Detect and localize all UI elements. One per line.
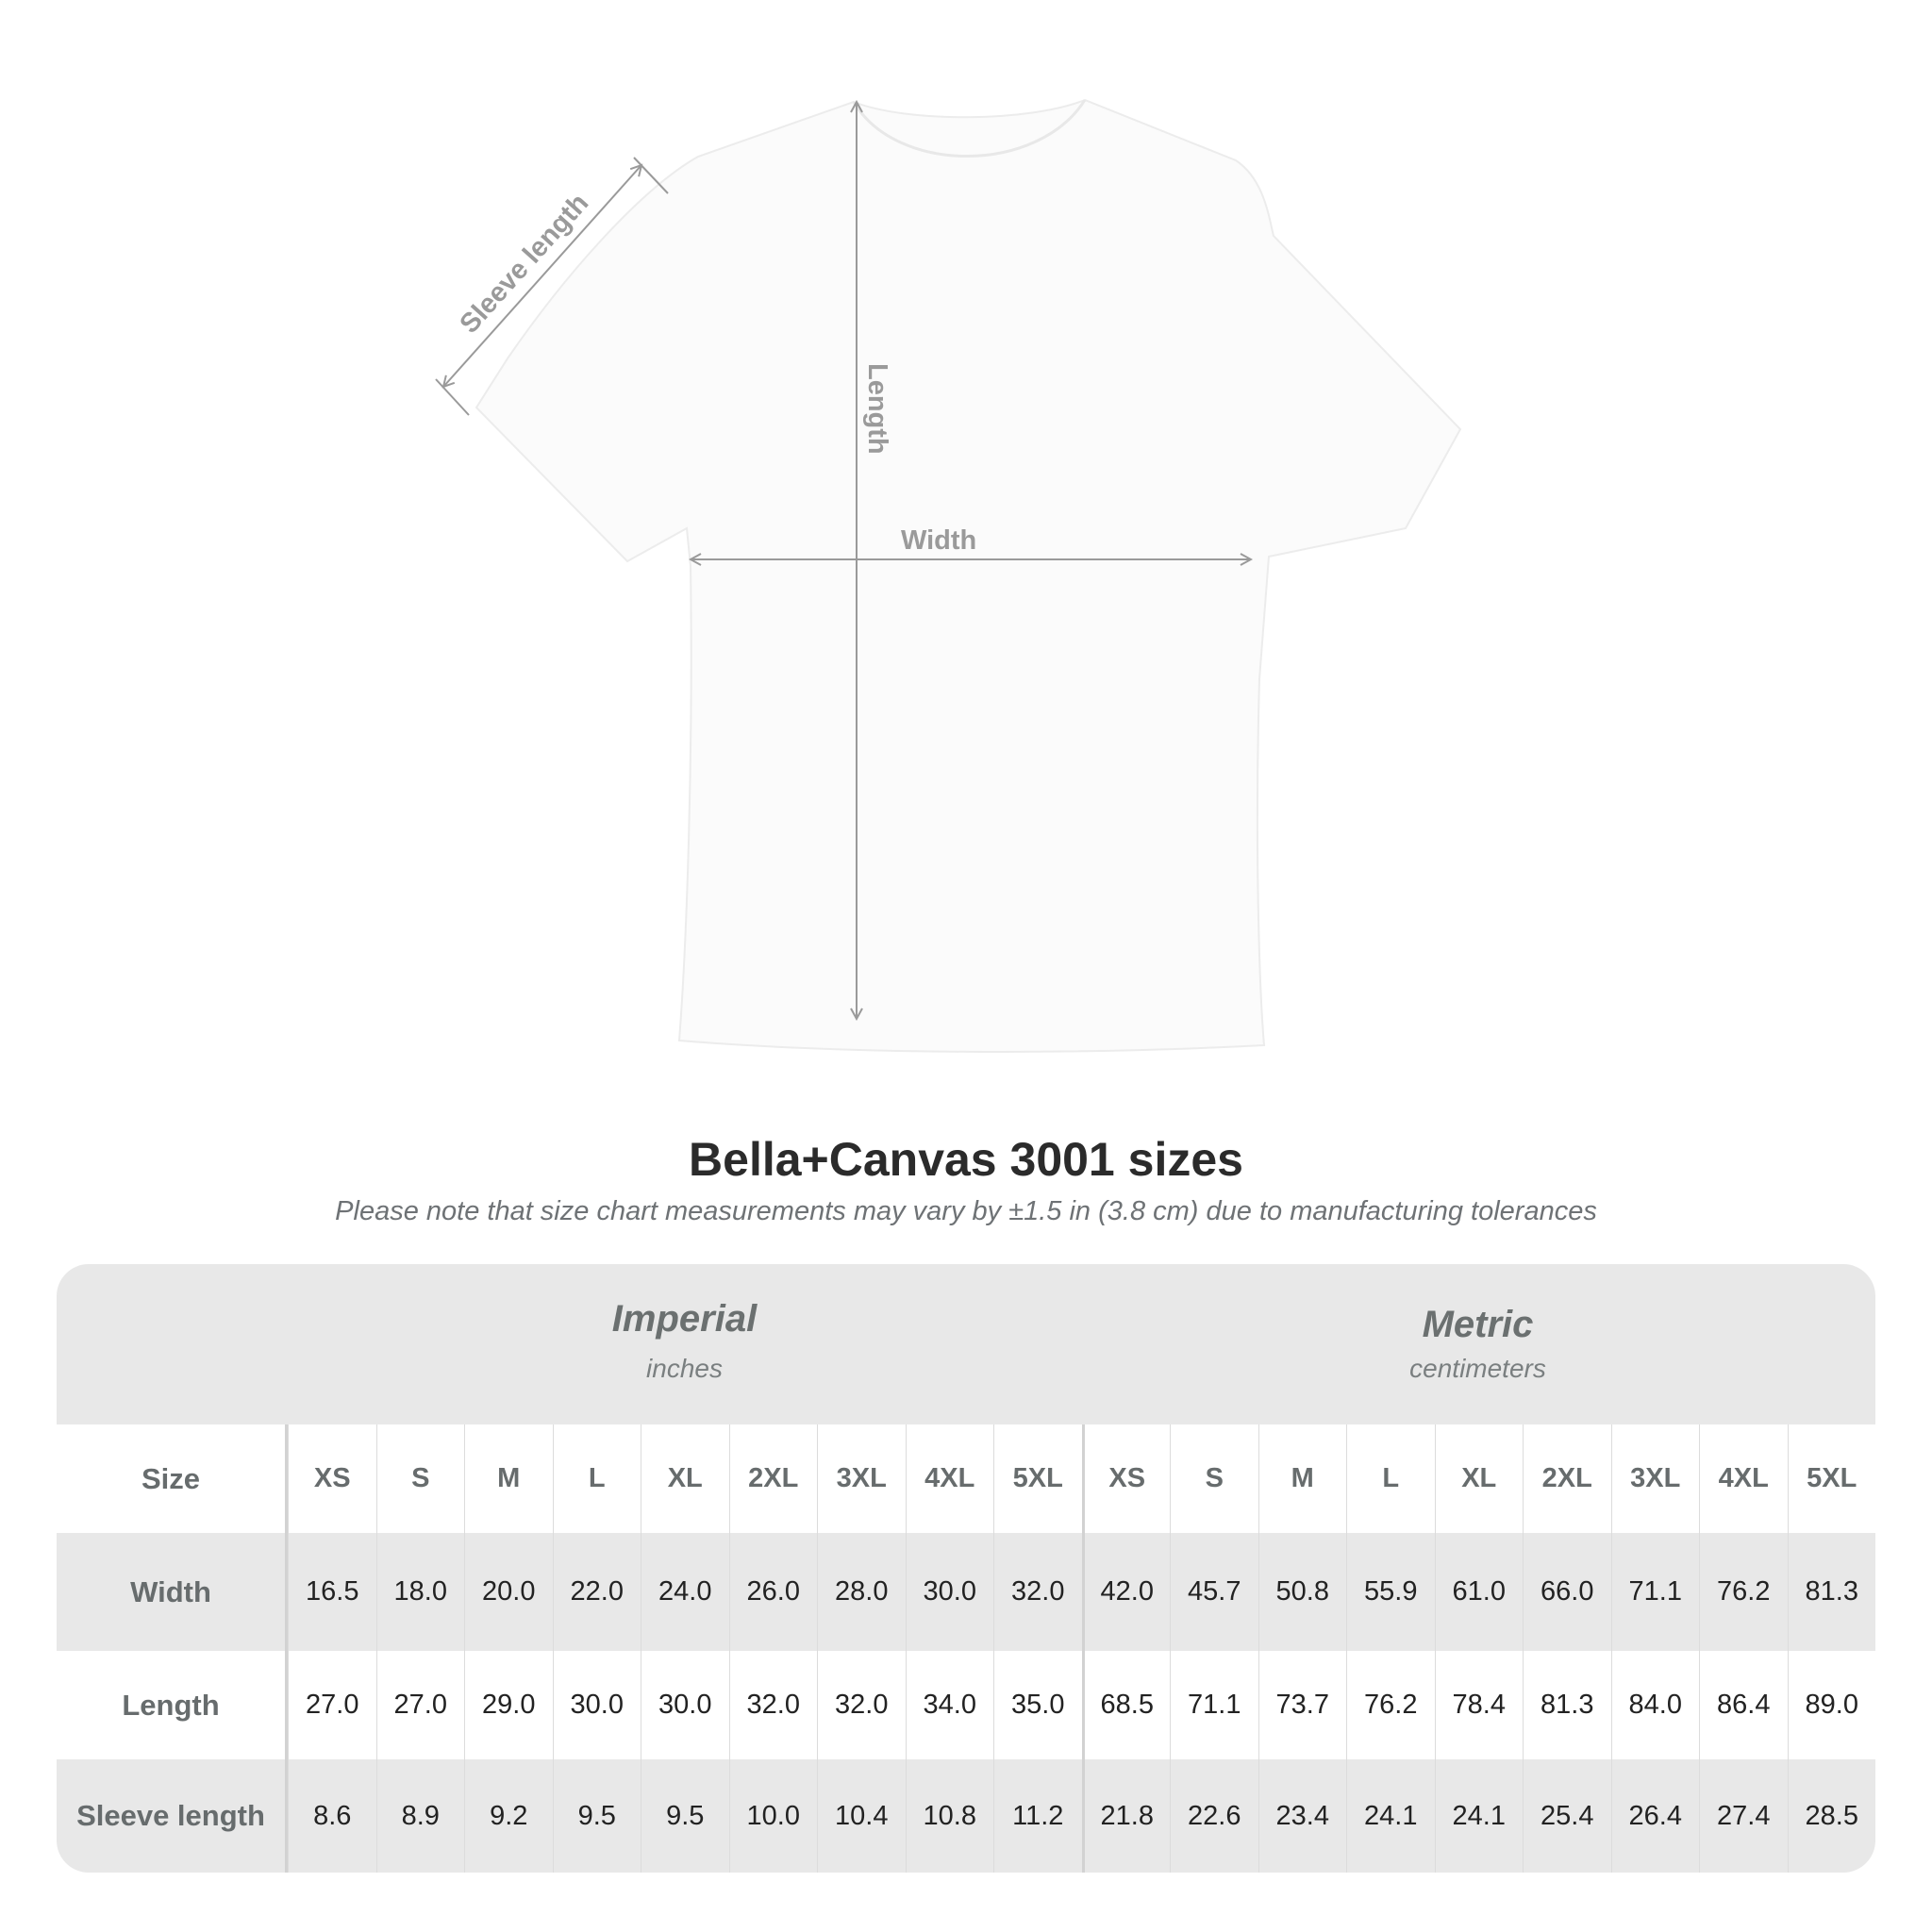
metric-size-3xl: 3XL (1610, 1424, 1700, 1533)
imperial-sleeve-length-cell: 10.8 (905, 1759, 994, 1873)
metric-header: Metric centimeters (1081, 1264, 1874, 1384)
imperial-length-cell: 35.0 (993, 1651, 1082, 1759)
metric-sleeve-length-cell: 23.4 (1257, 1759, 1347, 1873)
tshirt-diagram: Sleeve length Length Width (435, 98, 1462, 1053)
metric-length-cell: 78.4 (1434, 1651, 1524, 1759)
imperial-width-cell: 24.0 (641, 1533, 729, 1651)
imperial-sleeve-length-cell: 9.5 (552, 1759, 641, 1873)
metric-length-cell: 76.2 (1346, 1651, 1435, 1759)
imperial-length-cell: 34.0 (905, 1651, 994, 1759)
metric-length-cell: 89.0 (1787, 1651, 1876, 1759)
imperial-title: Imperial (611, 1298, 758, 1340)
metric-length-cell: 86.4 (1699, 1651, 1788, 1759)
table-row-width: Width 16.5 18.0 20.0 22.0 24.0 26.0 28.0 30.0 32.… (57, 1533, 1875, 1651)
metric-size-xl: XL (1434, 1424, 1524, 1533)
imperial-length-cell: 27.0 (375, 1651, 465, 1759)
imperial-sleeve-length-cell: 10.4 (817, 1759, 906, 1873)
metric-sleeve-length-cell: 27.4 (1699, 1759, 1788, 1873)
metric-size-5xl: 5XL (1787, 1424, 1876, 1533)
metric-width-cell: 66.0 (1523, 1533, 1611, 1651)
imperial-length-cell: 29.0 (464, 1651, 553, 1759)
metric-sleeve-length-cell: 25.4 (1523, 1759, 1611, 1873)
metric-title: Metric (1422, 1304, 1534, 1345)
metric-unit: centimeters (1409, 1354, 1546, 1383)
imperial-width-cell: 32.0 (993, 1533, 1082, 1651)
size-header-row: Size XS S M L XL 2XL 3XL 4XL 5XL XS S M L XL 2XL 3XL 4XL 5… (57, 1424, 1875, 1533)
metric-sleeve-length-cell: 21.8 (1081, 1759, 1171, 1873)
row-label: Sleeve length (57, 1759, 288, 1873)
imperial-sleeve-length-cell: 9.2 (464, 1759, 553, 1873)
imperial-sleeve-length-cell: 9.5 (641, 1759, 729, 1873)
metric-sleeve-length-cell: 26.4 (1610, 1759, 1700, 1873)
metric-width-cell: 81.3 (1787, 1533, 1876, 1651)
imperial-width-cell: 22.0 (552, 1533, 641, 1651)
metric-sleeve-length-cell: 24.1 (1434, 1759, 1524, 1873)
imperial-sleeve-length-cell: 11.2 (993, 1759, 1082, 1873)
metric-width-cell: 45.7 (1170, 1533, 1258, 1651)
imperial-size-4xl: 4XL (905, 1424, 994, 1533)
size-table: Imperial inches Metric centimeters Size X… (57, 1264, 1875, 1873)
imperial-size-3xl: 3XL (817, 1424, 906, 1533)
imperial-width-cell: 16.5 (288, 1533, 376, 1651)
metric-size-m: M (1257, 1424, 1347, 1533)
imperial-size-m: M (464, 1424, 553, 1533)
metric-sleeve-length-cell: 24.1 (1346, 1759, 1435, 1873)
metric-size-s: S (1170, 1424, 1258, 1533)
imperial-length-cell: 32.0 (728, 1651, 818, 1759)
tshirt-shape (475, 98, 1462, 1053)
metric-width-cell: 42.0 (1081, 1533, 1171, 1651)
metric-length-cell: 73.7 (1257, 1651, 1347, 1759)
imperial-size-xl: XL (641, 1424, 729, 1533)
imperial-unit: inches (646, 1354, 723, 1383)
imperial-sleeve-length-cell: 8.6 (288, 1759, 376, 1873)
imperial-width-cell: 18.0 (375, 1533, 465, 1651)
metric-length-cell: 81.3 (1523, 1651, 1611, 1759)
imperial-sleeve-length-cell: 10.0 (728, 1759, 818, 1873)
metric-sleeve-length-cell: 22.6 (1170, 1759, 1258, 1873)
table-row-length: Length 27.0 27.0 29.0 30.0 30.0 32.0 32.0 34.0 35… (57, 1651, 1875, 1759)
collar (852, 99, 1087, 158)
width-label: Width (901, 525, 976, 556)
row-label: Length (57, 1651, 288, 1759)
metric-length-cell: 71.1 (1170, 1651, 1258, 1759)
imperial-width-cell: 28.0 (817, 1533, 906, 1651)
imperial-size-s: S (375, 1424, 465, 1533)
imperial-length-cell: 30.0 (641, 1651, 729, 1759)
imperial-length-cell: 32.0 (817, 1651, 906, 1759)
metric-length-cell: 84.0 (1610, 1651, 1700, 1759)
row-label: Width (57, 1533, 288, 1651)
imperial-sleeve-length-cell: 8.9 (375, 1759, 465, 1873)
page-title: Bella+Canvas 3001 sizes (689, 1133, 1243, 1186)
imperial-width-cell: 26.0 (728, 1533, 818, 1651)
imperial-size-2xl: 2XL (728, 1424, 818, 1533)
length-label: Length (862, 363, 892, 455)
size-label: Size (57, 1424, 288, 1533)
metric-width-cell: 76.2 (1699, 1533, 1788, 1651)
metric-size-4xl: 4XL (1699, 1424, 1788, 1533)
imperial-length-cell: 30.0 (552, 1651, 641, 1759)
imperial-header: Imperial inches (288, 1264, 1081, 1384)
sleeve-arrow (443, 165, 641, 387)
metric-width-cell: 55.9 (1346, 1533, 1435, 1651)
imperial-length-cell: 27.0 (288, 1651, 376, 1759)
table-row-sleeve-length: Sleeve length 8.6 8.9 9.2 9.5 9.5 10.0 10.4 10.8… (57, 1759, 1875, 1873)
metric-length-cell: 68.5 (1081, 1651, 1171, 1759)
tolerance-note: Please note that size chart measurements… (335, 1196, 1597, 1226)
metric-width-cell: 50.8 (1257, 1533, 1347, 1651)
imperial-width-cell: 30.0 (905, 1533, 994, 1651)
metric-size-2xl: 2XL (1523, 1424, 1611, 1533)
metric-width-cell: 71.1 (1610, 1533, 1700, 1651)
imperial-width-cell: 20.0 (464, 1533, 553, 1651)
metric-width-cell: 61.0 (1434, 1533, 1524, 1651)
imperial-size-5xl: 5XL (993, 1424, 1082, 1533)
metric-sleeve-length-cell: 28.5 (1787, 1759, 1876, 1873)
metric-size-l: L (1346, 1424, 1435, 1533)
metric-size-xs: XS (1081, 1424, 1171, 1533)
imperial-size-xs: XS (288, 1424, 376, 1533)
imperial-size-l: L (552, 1424, 641, 1533)
